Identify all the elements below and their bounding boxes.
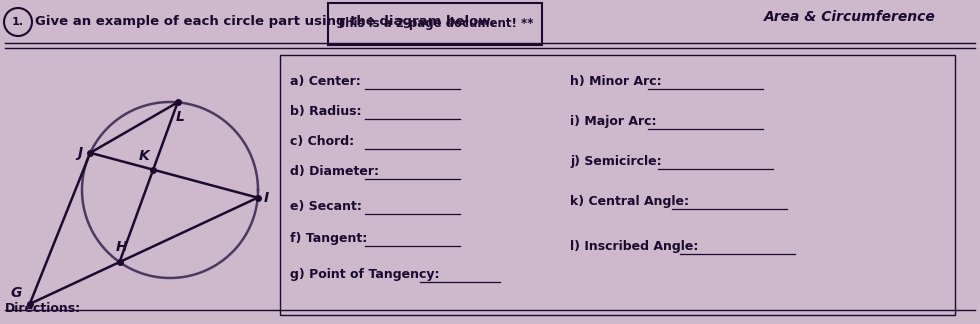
FancyBboxPatch shape — [280, 55, 955, 315]
Text: c) Chord:: c) Chord: — [290, 135, 354, 148]
Text: i) Major Arc:: i) Major Arc: — [570, 115, 657, 128]
Text: Give an example of each circle part using the diagram below.: Give an example of each circle part usin… — [35, 16, 495, 29]
Text: l) Inscribed Angle:: l) Inscribed Angle: — [570, 240, 699, 253]
Text: 1.: 1. — [12, 17, 24, 27]
FancyBboxPatch shape — [328, 3, 542, 45]
Text: g) Point of Tangency:: g) Point of Tangency: — [290, 268, 439, 281]
Text: k) Central Angle:: k) Central Angle: — [570, 195, 689, 208]
Text: H: H — [116, 240, 127, 254]
Text: j) Semicircle:: j) Semicircle: — [570, 155, 662, 168]
Text: f) Tangent:: f) Tangent: — [290, 232, 368, 245]
Text: J: J — [77, 146, 82, 160]
Text: h) Minor Arc:: h) Minor Arc: — [570, 75, 662, 88]
Text: L: L — [175, 110, 184, 124]
Text: e) Secant:: e) Secant: — [290, 200, 362, 213]
Text: Area & Circumference: Area & Circumference — [764, 10, 936, 24]
Text: d) Diameter:: d) Diameter: — [290, 165, 379, 178]
Text: This is a 2-page document! **: This is a 2-page document! ** — [337, 17, 533, 30]
Text: a) Center:: a) Center: — [290, 75, 361, 88]
Text: I: I — [264, 191, 270, 205]
Text: Directions:: Directions: — [5, 302, 81, 315]
Text: K: K — [138, 149, 149, 163]
Text: G: G — [11, 286, 22, 300]
Text: b) Radius:: b) Radius: — [290, 105, 362, 118]
